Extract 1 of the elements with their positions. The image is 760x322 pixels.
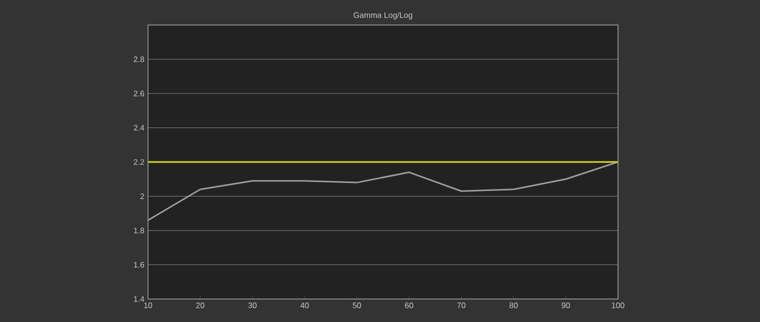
line-series	[148, 161, 618, 221]
